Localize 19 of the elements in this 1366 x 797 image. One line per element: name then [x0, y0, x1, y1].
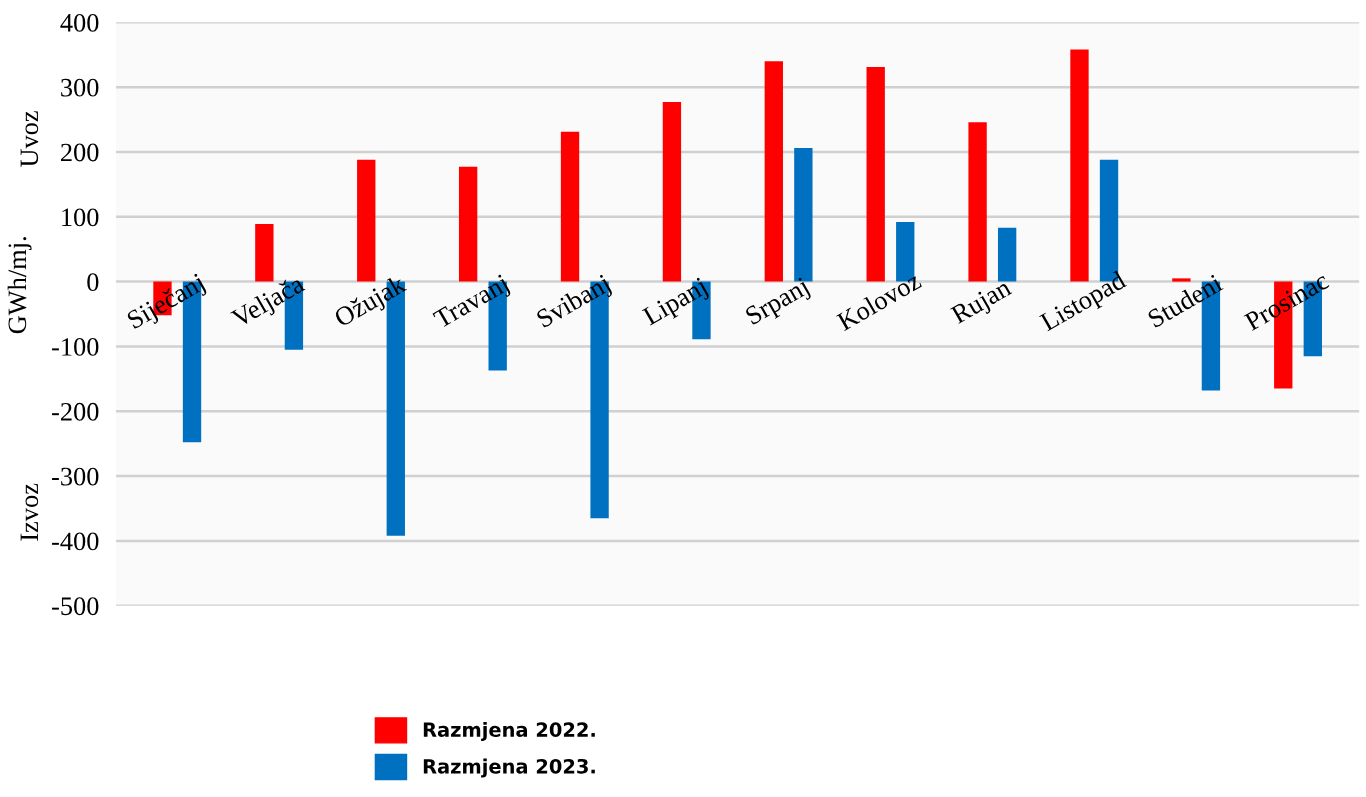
- y-tick-label: 300: [61, 78, 99, 97]
- y-tick-label: -100: [52, 338, 99, 356]
- text: Uvoz: [20, 111, 39, 168]
- y-axis-title: GWh/mj.: [7, 237, 32, 334]
- legend-label: Razmjena 2022.: [423, 721, 595, 741]
- y-tick-label: -200: [52, 402, 99, 421]
- bar: [1172, 278, 1191, 282]
- y-tick-label: 200: [61, 143, 99, 162]
- y-tick-label: 0: [87, 273, 99, 292]
- x-tick-label: Rujan: [949, 277, 1016, 329]
- y-tick-label: -400: [52, 532, 99, 551]
- y-tick-label: 400: [60, 13, 99, 32]
- y-tick-label: -300: [52, 467, 99, 486]
- bar: [968, 122, 987, 282]
- legend-label: Razmjena 2023.: [423, 758, 595, 778]
- bar: [997, 227, 1017, 282]
- y-tick-label: -500: [52, 597, 99, 616]
- y-tick-label: 100: [62, 208, 99, 227]
- text: Izvoz: [20, 483, 39, 541]
